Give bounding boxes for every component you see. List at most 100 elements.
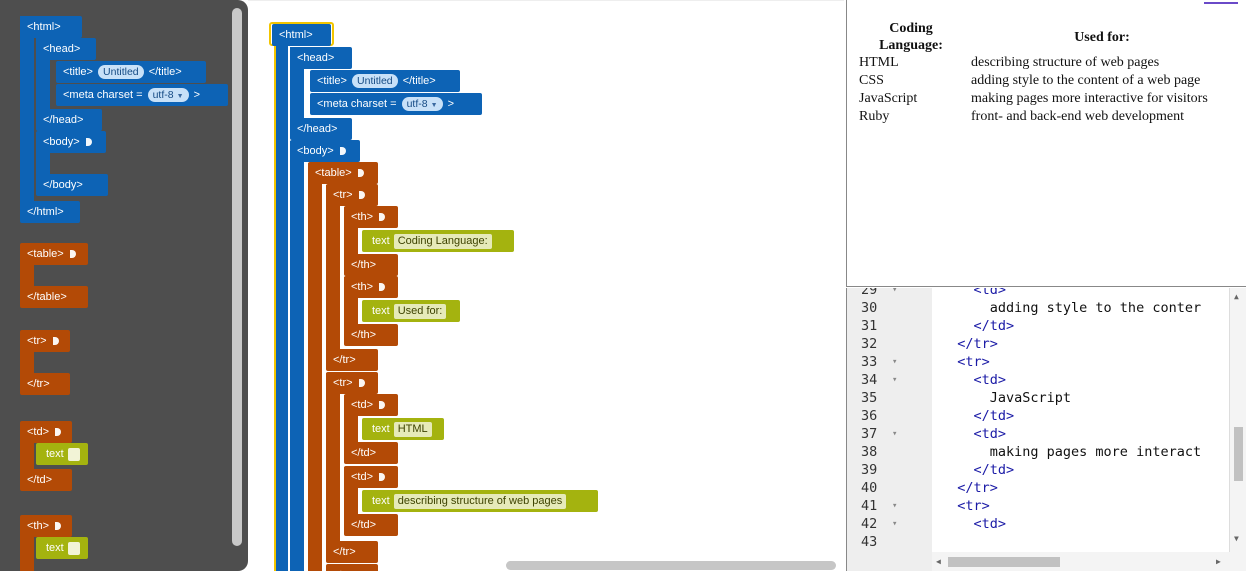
ws-th1-text-block[interactable]: text Coding Language: xyxy=(362,230,514,252)
toolbox-th-open-block[interactable]: <th> xyxy=(20,515,72,537)
code-line[interactable]: 31 </td> xyxy=(847,317,1230,335)
ws-meta-charset-dropdown[interactable]: utf-8 ▼ xyxy=(401,97,443,111)
ws-th-open-block[interactable]: <th> xyxy=(344,276,398,298)
editor-horizontal-scrollbar[interactable]: ◀ ▶ xyxy=(932,552,1230,571)
th-block-spine[interactable] xyxy=(20,534,34,571)
ws-td2-text-field[interactable]: describing structure of web pages xyxy=(393,494,567,509)
fold-arrow-icon[interactable]: ▾ xyxy=(892,429,898,439)
ws-th2-text-block[interactable]: text Used for: xyxy=(362,300,460,322)
code-line[interactable]: 37 ▾ <td> xyxy=(847,425,1230,443)
title-value-field[interactable]: Untitled xyxy=(98,65,144,79)
editor-horizontal-scroll-thumb[interactable] xyxy=(948,557,1060,567)
toolbox-td-close-block[interactable]: </td> xyxy=(20,469,72,491)
ws-td-close-block[interactable]: </td> xyxy=(344,442,398,464)
code-line[interactable]: 29 ▾ <td> xyxy=(847,288,1230,299)
ws-tr-spine[interactable] xyxy=(326,185,340,361)
fold-arrow-icon[interactable]: ▾ xyxy=(892,288,898,295)
fold-arrow-icon[interactable]: ▾ xyxy=(892,519,898,529)
tr-block-spine[interactable] xyxy=(20,349,34,377)
scroll-down-arrow-icon[interactable]: ▼ xyxy=(1234,534,1239,543)
ws-tr-close-block[interactable]: </tr> xyxy=(326,541,378,563)
table-block-spine[interactable] xyxy=(20,262,34,290)
toolbox-table-close-block[interactable]: </table> xyxy=(20,286,88,308)
ws-table-spine[interactable] xyxy=(308,163,322,571)
toolbox-body-close-block[interactable]: </body> xyxy=(36,174,108,196)
code-line[interactable]: 36 </td> xyxy=(847,407,1230,425)
ws-tr-open-block[interactable]: <tr> xyxy=(326,184,378,206)
code-line[interactable]: 33 ▾ <tr> xyxy=(847,353,1230,371)
editor-vertical-scrollbar[interactable]: ▲ ▼ xyxy=(1229,288,1246,571)
fold-arrow-icon[interactable]: ▾ xyxy=(892,375,898,385)
ws-html-open-block[interactable]: <html> xyxy=(272,24,331,46)
ws-td-open-block[interactable]: <td> xyxy=(344,394,398,416)
code-line[interactable]: 42 ▾ <td> xyxy=(847,515,1230,533)
toolbox-title-block[interactable]: <title> Untitled </title> xyxy=(56,61,206,83)
body-block-spine[interactable] xyxy=(36,150,50,180)
meta-charset-dropdown[interactable]: utf-8 ▼ xyxy=(147,88,189,102)
ws-head-close-block[interactable]: </head> xyxy=(290,118,352,140)
preview-link-underline[interactable] xyxy=(1204,2,1238,4)
toolbox-scrollbar[interactable] xyxy=(232,8,242,546)
head-block-spine[interactable] xyxy=(36,38,50,128)
ws-th-close-block[interactable]: </th> xyxy=(344,254,398,276)
code-line[interactable]: 41 ▾ <tr> xyxy=(847,497,1230,515)
ws-tr-spine[interactable] xyxy=(326,373,340,549)
ws-th2-text-field[interactable]: Used for: xyxy=(393,304,447,319)
ws-tr-open-block[interactable]: <tr> xyxy=(326,564,378,571)
code-line[interactable]: 35 JavaScript xyxy=(847,389,1230,407)
code-line[interactable]: 34 ▾ <td> xyxy=(847,371,1230,389)
preview-cell: Ruby xyxy=(859,109,890,124)
ws-td1-text-block[interactable]: text HTML xyxy=(362,418,444,440)
ws-td-open-block[interactable]: <td> xyxy=(344,466,398,488)
toolbox-html-close-block[interactable]: </html> xyxy=(20,201,80,223)
connector-notch-icon xyxy=(357,169,364,178)
ws-td1-text-field[interactable]: HTML xyxy=(393,422,432,437)
editor-vertical-scroll-thumb[interactable] xyxy=(1234,427,1243,481)
ws-head-spine[interactable] xyxy=(290,47,304,137)
code-line[interactable]: 30 adding style to the conter xyxy=(847,299,1230,317)
ws-th-close-block[interactable]: </th> xyxy=(344,324,398,346)
block-workspace[interactable]: <html> <head> <title> Untitled </title> … xyxy=(248,0,844,571)
toolbox-meta-block[interactable]: <meta charset = utf-8 ▼ > xyxy=(56,84,228,106)
code-editor[interactable]: 29 ▾ <td> 30 adding style to the conter 31 … xyxy=(846,288,1246,571)
code-line[interactable]: 43 xyxy=(847,533,1230,551)
code-line[interactable]: 40 </tr> xyxy=(847,479,1230,497)
ws-meta-block[interactable]: <meta charset = utf-8 ▼ > xyxy=(310,93,482,115)
code-line[interactable]: 39 </td> xyxy=(847,461,1230,479)
toolbox-td-open-block[interactable]: <td> xyxy=(20,421,72,443)
ws-html-spine[interactable] xyxy=(274,25,288,571)
ws-head-open-block[interactable]: <head> xyxy=(290,47,352,69)
ws-tr-open-block[interactable]: <tr> xyxy=(326,372,378,394)
workspace-horizontal-scrollbar[interactable] xyxy=(506,561,836,570)
td-block-spine[interactable] xyxy=(20,440,34,474)
fold-arrow-icon[interactable]: ▾ xyxy=(892,357,898,367)
code-line[interactable]: 38 making pages more interact xyxy=(847,443,1230,461)
ws-body-spine[interactable] xyxy=(290,141,304,571)
ws-th-open-block[interactable]: <th> xyxy=(344,206,398,228)
toolbox-th-text-block[interactable]: text xyxy=(36,537,88,559)
fold-arrow-icon[interactable]: ▾ xyxy=(892,501,898,511)
ws-table-open-block[interactable]: <table> xyxy=(308,162,378,184)
toolbox-tr-open-block[interactable]: <tr> xyxy=(20,330,70,352)
html-block-spine[interactable] xyxy=(20,16,34,216)
ws-title-block[interactable]: <title> Untitled </title> xyxy=(310,70,460,92)
scroll-up-arrow-icon[interactable]: ▲ xyxy=(1234,292,1239,301)
toolbox-head-close-block[interactable]: </head> xyxy=(36,109,102,131)
toolbox-body-open-block[interactable]: <body> xyxy=(36,131,106,153)
scroll-left-arrow-icon[interactable]: ◀ xyxy=(936,557,941,566)
ws-td-close-block[interactable]: </td> xyxy=(344,514,398,536)
toolbox-tr-close-block[interactable]: </tr> xyxy=(20,373,70,395)
toolbox-head-open-block[interactable]: <head> xyxy=(36,38,96,60)
ws-body-open-block[interactable]: <body> xyxy=(290,140,360,162)
toolbox-table-open-block[interactable]: <table> xyxy=(20,243,88,265)
text-value-field[interactable] xyxy=(67,447,80,461)
scroll-right-arrow-icon[interactable]: ▶ xyxy=(1216,557,1221,566)
ws-th1-text-field[interactable]: Coding Language: xyxy=(393,234,492,249)
ws-td2-text-block[interactable]: text describing structure of web pages xyxy=(362,490,598,512)
code-line[interactable]: 32 </tr> xyxy=(847,335,1230,353)
ws-title-value-field[interactable]: Untitled xyxy=(352,74,398,88)
text-value-field[interactable] xyxy=(67,541,80,555)
toolbox-html-open-block[interactable]: <html> xyxy=(20,16,82,38)
ws-tr-close-block[interactable]: </tr> xyxy=(326,349,378,371)
toolbox-td-text-block[interactable]: text xyxy=(36,443,88,465)
